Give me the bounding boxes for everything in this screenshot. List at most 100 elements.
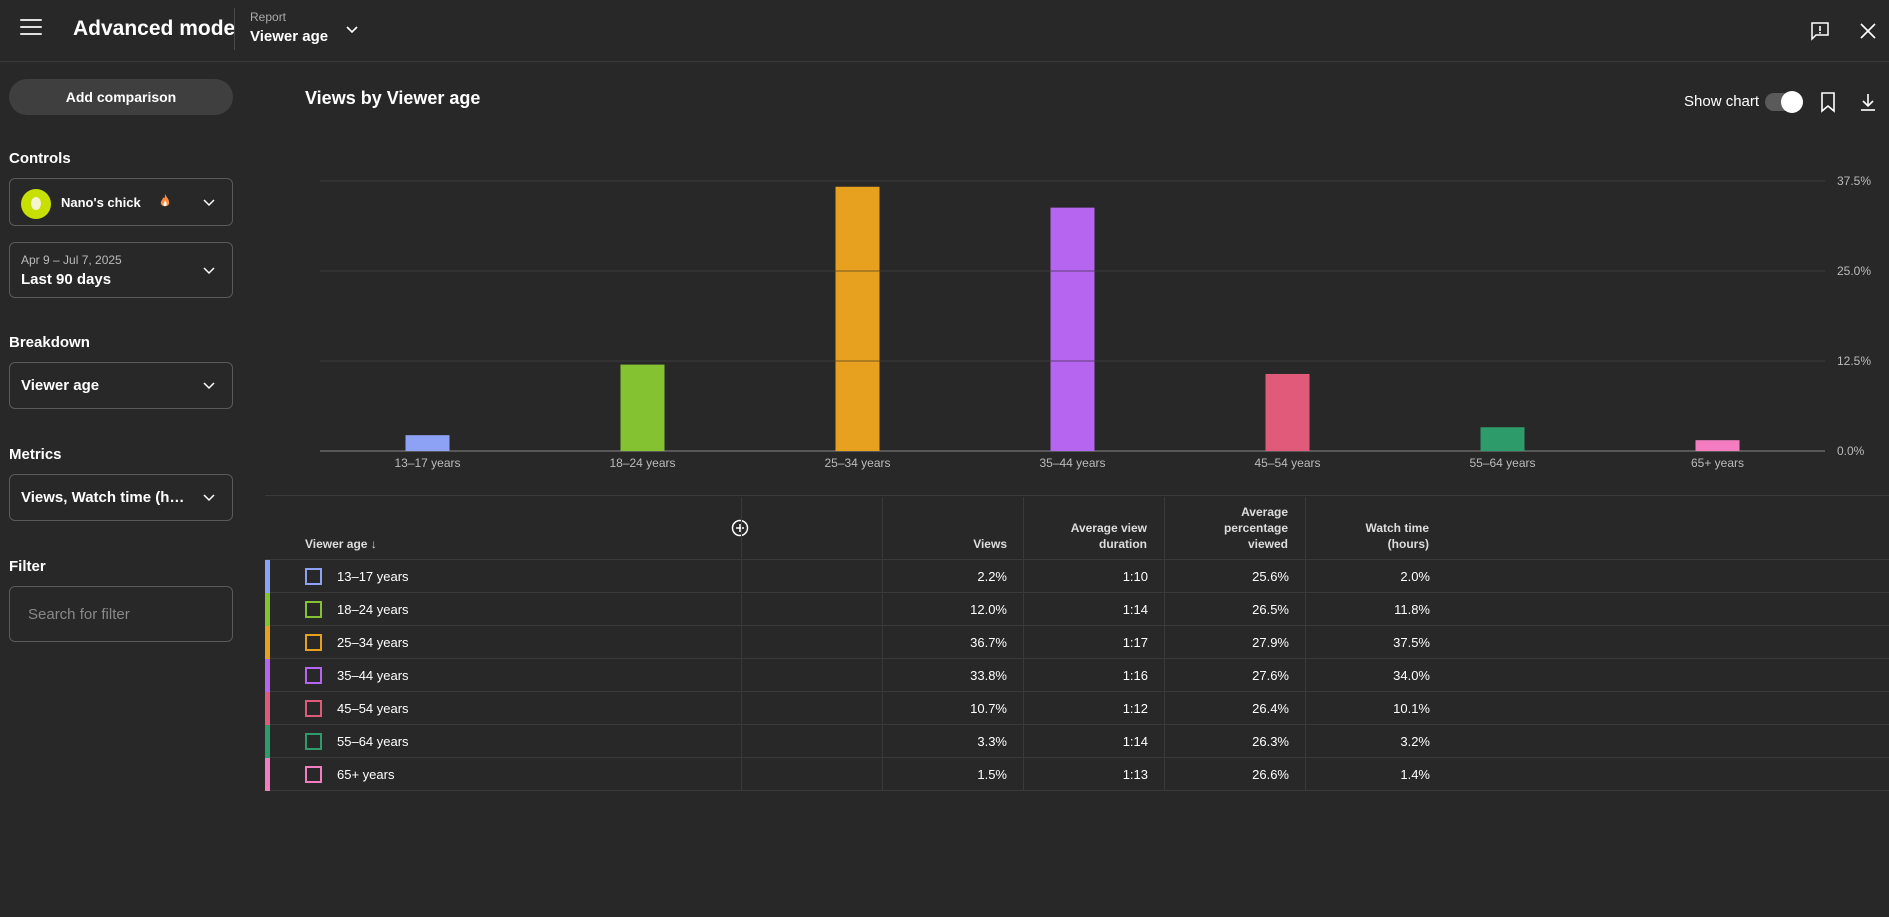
table-row[interactable]: 35–44 years 33.8% 1:16 27.6% 34.0% [265,659,1889,692]
channel-select[interactable]: Nano's chick [9,178,233,226]
cell-avg-view-duration: 1:16 [1122,668,1148,683]
col-header-line: duration [1099,537,1147,551]
table-row[interactable]: 45–54 years 10.7% 1:12 26.4% 10.1% [265,692,1889,725]
col-header-watch-time[interactable]: Watch time (hours) [1309,520,1429,552]
filter-label: Filter [9,558,46,575]
top-bar: Advanced mode Report Viewer age [0,0,1889,62]
cell-watch-time: 11.8% [1394,602,1430,617]
show-chart-toggle[interactable] [1765,91,1803,113]
col-header-line: (hours) [1387,537,1429,551]
cell-avg-pct-viewed: 26.5% [1252,602,1289,617]
bar-chart: 0.0% 12.5% 25.0% 37.5% 13–17 years 18–24 year… [320,174,1871,470]
col-header-avg-view-duration[interactable]: Average view duration [1027,520,1147,552]
table-row[interactable]: 65+ years 1.5% 1:13 26.6% 1.4% [265,758,1889,791]
cell-avg-view-duration: 1:14 [1122,602,1148,617]
date-range: Apr 9 – Jul 7, 2025 [21,253,122,267]
chevron-down-icon [203,494,215,502]
row-label: 55–64 years [337,734,409,749]
col-header-line: percentage [1223,521,1288,535]
cell-avg-pct-viewed: 27.9% [1252,635,1289,650]
column-divider [1305,497,1306,791]
flame-icon [160,194,170,207]
menu-icon[interactable] [20,19,42,37]
app-title: Advanced mode [73,17,236,40]
y-tick-label: 0.0% [1837,444,1865,458]
col-header-line: viewed [1247,537,1288,551]
cell-watch-time: 2.0% [1400,569,1430,584]
x-tick-label: 13–17 years [394,456,460,470]
col-header-views[interactable]: Views [973,537,1007,551]
table-row[interactable]: 25–34 years 36.7% 1:17 27.9% 37.5% [265,626,1889,659]
row-checkbox[interactable] [305,568,322,585]
table-header: Viewer age ↓ Views Average view duration … [265,497,1889,560]
breakdown-value: Viewer age [21,377,100,394]
row-checkbox[interactable] [305,601,322,618]
chevron-down-icon [203,267,215,275]
row-color-bar [265,593,270,626]
y-tick-label: 25.0% [1837,264,1871,278]
add-column-icon[interactable] [731,519,749,537]
cell-views: 10.7% [970,701,1007,716]
download-icon[interactable] [1858,91,1878,113]
toggle-knob [1781,91,1803,113]
table-row[interactable]: 13–17 years 2.2% 1:10 25.6% 2.0% [265,560,1889,593]
cell-avg-pct-viewed: 26.4% [1252,701,1289,716]
row-label: 18–24 years [337,602,409,617]
cell-views: 1.5% [977,767,1007,782]
date-range-select[interactable]: Apr 9 – Jul 7, 2025 Last 90 days [9,242,233,298]
col-header-line: Average view [1070,521,1147,535]
row-color-bar [265,692,270,725]
row-color-bar [265,725,270,758]
bar [1265,373,1310,451]
date-preset: Last 90 days [21,271,112,288]
col-header-line: Watch time [1365,521,1429,535]
divider [234,8,235,50]
report-value[interactable]: Viewer age [250,28,329,45]
breakdown-select[interactable]: Viewer age [9,362,233,409]
report-label: Report [250,10,287,24]
bookmark-icon[interactable] [1818,91,1838,113]
sidebar: Add comparison Controls Nano's chick Apr… [0,62,245,917]
show-chart-label: Show chart [1684,93,1760,110]
metrics-select[interactable]: Views, Watch time (ho... [9,474,233,521]
row-color-bar [265,758,270,791]
row-checkbox[interactable] [305,733,322,750]
bar [1050,207,1095,451]
col-header-avg-pct-viewed[interactable]: Average percentage viewed [1168,504,1288,552]
cell-avg-pct-viewed: 25.6% [1252,569,1289,584]
channel-name: Nano's chick [61,195,141,210]
row-label: 65+ years [337,767,395,782]
cell-watch-time: 1.4% [1400,767,1430,782]
col-header-label: Viewer age [305,537,368,551]
cell-views: 2.2% [977,569,1007,584]
bar [620,364,665,451]
cell-avg-view-duration: 1:13 [1122,767,1148,782]
row-checkbox[interactable] [305,766,322,783]
sort-arrow-icon[interactable]: ↓ [370,537,377,551]
column-divider [1023,497,1024,791]
table-top-border [265,495,1889,496]
col-header-viewer-age[interactable]: Viewer age ↓ [305,536,377,552]
row-label: 13–17 years [337,569,409,584]
row-color-bar [265,659,270,692]
table-row[interactable]: 18–24 years 12.0% 1:14 26.5% 11.8% [265,593,1889,626]
bar [1480,427,1525,451]
chevron-down-icon[interactable] [344,22,360,38]
row-color-bar [265,560,270,593]
cell-views: 3.3% [977,734,1007,749]
y-tick-label: 37.5% [1837,174,1871,188]
row-checkbox[interactable] [305,634,322,651]
table-row[interactable]: 55–64 years 3.3% 1:14 26.3% 3.2% [265,725,1889,758]
add-comparison-button[interactable]: Add comparison [9,79,233,115]
cell-watch-time: 37.5% [1393,635,1430,650]
search-filter-input[interactable] [9,586,233,642]
x-tick-label: 55–64 years [1469,456,1535,470]
row-checkbox[interactable] [305,667,322,684]
close-icon[interactable] [1858,21,1878,41]
feedback-icon[interactable] [1810,21,1830,41]
avatar [21,189,51,219]
cell-watch-time: 10.1% [1393,701,1430,716]
cell-watch-time: 3.2% [1400,734,1430,749]
row-checkbox[interactable] [305,700,322,717]
chevron-down-icon [203,382,215,390]
